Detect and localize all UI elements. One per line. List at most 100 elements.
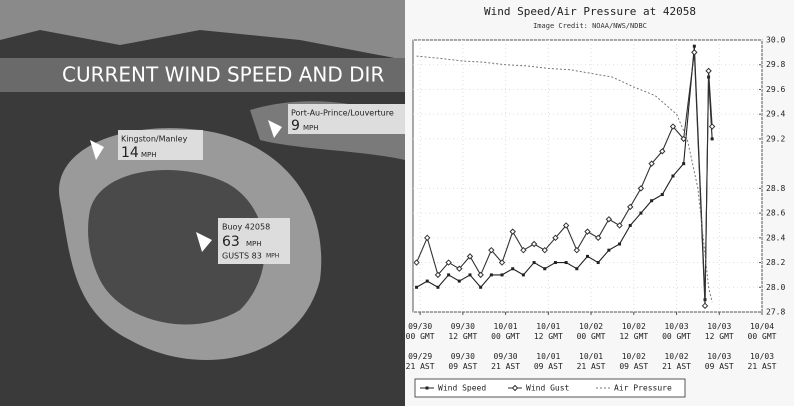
x-tick-label-2-line: 09 AST — [448, 362, 477, 371]
point — [413, 259, 420, 266]
storm-core — [88, 170, 265, 325]
series-line — [416, 55, 713, 303]
point — [477, 271, 484, 279]
x-tick-label-line: 10/02 — [622, 322, 646, 331]
x-tick-label-2: 10/03 09 AST — [705, 352, 734, 371]
point — [511, 267, 515, 271]
station-gusts: GUSTS 83 — [222, 252, 262, 261]
x-tick-label-2: 10/01 09 AST — [534, 352, 563, 371]
x-tick-label: 10/01 00 GMT — [491, 322, 520, 341]
point — [488, 246, 495, 254]
x-tick-label-2-line: 21 AST — [577, 362, 606, 371]
y-tick-label: 29.2 — [766, 134, 785, 143]
point — [425, 279, 429, 283]
x-tick-label-line: 12 GMT — [705, 332, 734, 341]
station-box — [118, 130, 203, 160]
x-tick-label-line: 12 GMT — [534, 332, 563, 341]
point — [607, 248, 611, 252]
station-name: Port-Au-Prince/Louverture — [291, 109, 394, 118]
point — [627, 203, 634, 211]
wind-arrow — [90, 140, 104, 160]
point — [564, 261, 568, 265]
point — [541, 246, 548, 254]
point — [637, 185, 645, 192]
x-tick-label-line: 10/03 — [707, 322, 731, 331]
point — [586, 254, 589, 258]
y-tick-label: 27.8 — [766, 308, 785, 317]
chart: Wind Speed/Air Pressure at 42058 Image C… — [405, 0, 794, 406]
x-tick-label: 10/02 12 GMT — [619, 322, 648, 341]
y-tick-label: 29.8 — [766, 60, 785, 69]
point — [669, 123, 677, 130]
point — [628, 223, 632, 227]
x-tick-label: 09/30 00 GMT — [406, 322, 435, 341]
x-tick-label-2: 10/03 21 AST — [748, 352, 777, 371]
station-unit: MPH — [266, 253, 279, 260]
wind-arrow — [268, 120, 282, 138]
point — [543, 267, 547, 271]
x-tick-label-2-line: 10/01 — [579, 352, 603, 361]
chart-subtitle: Image Credit: NOAA/NWS/NDBC — [533, 22, 647, 30]
point — [498, 259, 506, 266]
point — [616, 222, 623, 229]
x-tick-label-line: 10/01 — [536, 322, 560, 331]
x-tick-label-line: 12 GMT — [619, 332, 648, 341]
x-tick-label-2: 10/02 09 AST — [619, 352, 648, 371]
chart-title: Wind Speed/Air Pressure at 42058 — [484, 5, 696, 18]
point — [479, 285, 483, 289]
point — [532, 261, 536, 265]
x-tick-label-line: 10/04 — [750, 322, 774, 331]
station-speed: 63 — [222, 234, 240, 250]
x-tick-label-2-line: 21 AST — [662, 362, 691, 371]
x-tick-label-2-line: 21 AST — [748, 362, 777, 371]
point — [521, 273, 525, 277]
x-tick-label: 10/04 00 GMT — [748, 322, 777, 341]
wind-arrow — [196, 232, 212, 252]
x-tick-label-2-line: 09/30 — [451, 352, 475, 361]
point — [618, 242, 622, 246]
land — [0, 0, 405, 60]
x-tick-label-2-line: 09 AST — [705, 362, 734, 371]
station-speed: 9 — [291, 118, 300, 134]
x-tick-label-line: 10/03 — [664, 322, 688, 331]
y-tick-label: 29.4 — [766, 110, 785, 119]
x-tick-label-line: 00 GMT — [748, 332, 777, 341]
point — [680, 135, 687, 143]
x-tick-label-2-line: 10/03 — [750, 352, 774, 361]
x-tick-label-line: 00 GMT — [491, 332, 520, 341]
x-tick-label-line: 10/02 — [579, 322, 603, 331]
x-tick-label: 10/03 00 GMT — [662, 322, 691, 341]
x-tick-label-2: 09/30 09 AST — [448, 352, 477, 371]
series-line — [416, 46, 713, 300]
point — [489, 273, 493, 277]
x-tick-label-2-line: 21 AST — [406, 362, 435, 371]
series-line — [416, 52, 713, 306]
point — [552, 234, 559, 242]
point — [466, 253, 474, 260]
point — [650, 199, 654, 203]
x-tick-label-line: 12 GMT — [448, 332, 477, 341]
point — [520, 246, 527, 254]
x-tick-label-2: 10/02 21 AST — [662, 352, 691, 371]
point — [692, 44, 696, 48]
x-tick-label-2-line: 10/02 — [664, 352, 688, 361]
point — [434, 271, 442, 279]
point — [456, 265, 463, 272]
y-tick-label: 28.4 — [766, 233, 785, 242]
legend-marker — [511, 384, 519, 392]
x-tick-label-2-line: 21 AST — [491, 362, 520, 371]
station-unit: MPH — [303, 124, 319, 132]
point — [447, 273, 451, 277]
point — [509, 228, 516, 235]
x-tick-label-2-line: 09 AST — [619, 362, 648, 371]
station-unit: MPH — [141, 151, 157, 159]
legend-marker — [425, 386, 429, 390]
point — [708, 123, 716, 130]
x-tick-label: 10/02 00 GMT — [577, 322, 606, 341]
y-tick-label: 28.2 — [766, 258, 785, 267]
title-band — [0, 58, 405, 92]
station-unit: MPH — [246, 240, 262, 248]
y-tick-label: 28.6 — [766, 209, 785, 218]
legend-label: Wind Gust — [526, 384, 570, 393]
